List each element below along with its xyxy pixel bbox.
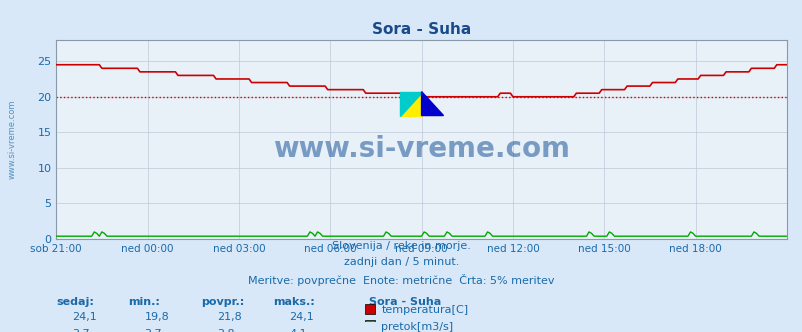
Polygon shape <box>399 92 421 116</box>
FancyBboxPatch shape <box>365 320 375 330</box>
Text: 3,8: 3,8 <box>217 329 234 332</box>
Text: Slovenija / reke in morje.: Slovenija / reke in morje. <box>332 241 470 251</box>
Text: Sora - Suha: Sora - Suha <box>369 297 441 307</box>
Text: min.:: min.: <box>128 297 160 307</box>
Text: 21,8: 21,8 <box>217 312 241 322</box>
Text: www.si-vreme.com: www.si-vreme.com <box>273 135 569 163</box>
Title: Sora - Suha: Sora - Suha <box>371 22 471 37</box>
Text: 4,1: 4,1 <box>289 329 306 332</box>
Text: 24,1: 24,1 <box>72 312 97 322</box>
FancyBboxPatch shape <box>365 304 375 314</box>
Text: temperatura[C]: temperatura[C] <box>381 305 468 315</box>
Text: www.si-vreme.com: www.si-vreme.com <box>8 100 17 179</box>
Text: sedaj:: sedaj: <box>56 297 94 307</box>
Text: maks.:: maks.: <box>273 297 314 307</box>
Polygon shape <box>421 92 443 116</box>
Text: 24,1: 24,1 <box>289 312 314 322</box>
Text: pretok[m3/s]: pretok[m3/s] <box>381 322 453 332</box>
Text: povpr.:: povpr.: <box>200 297 244 307</box>
Text: 3,7: 3,7 <box>72 329 90 332</box>
Text: 19,8: 19,8 <box>144 312 169 322</box>
Polygon shape <box>399 92 421 116</box>
Text: Meritve: povprečne  Enote: metrične  Črta: 5% meritev: Meritve: povprečne Enote: metrične Črta:… <box>248 274 554 286</box>
Text: 3,7: 3,7 <box>144 329 162 332</box>
Text: zadnji dan / 5 minut.: zadnji dan / 5 minut. <box>343 257 459 267</box>
